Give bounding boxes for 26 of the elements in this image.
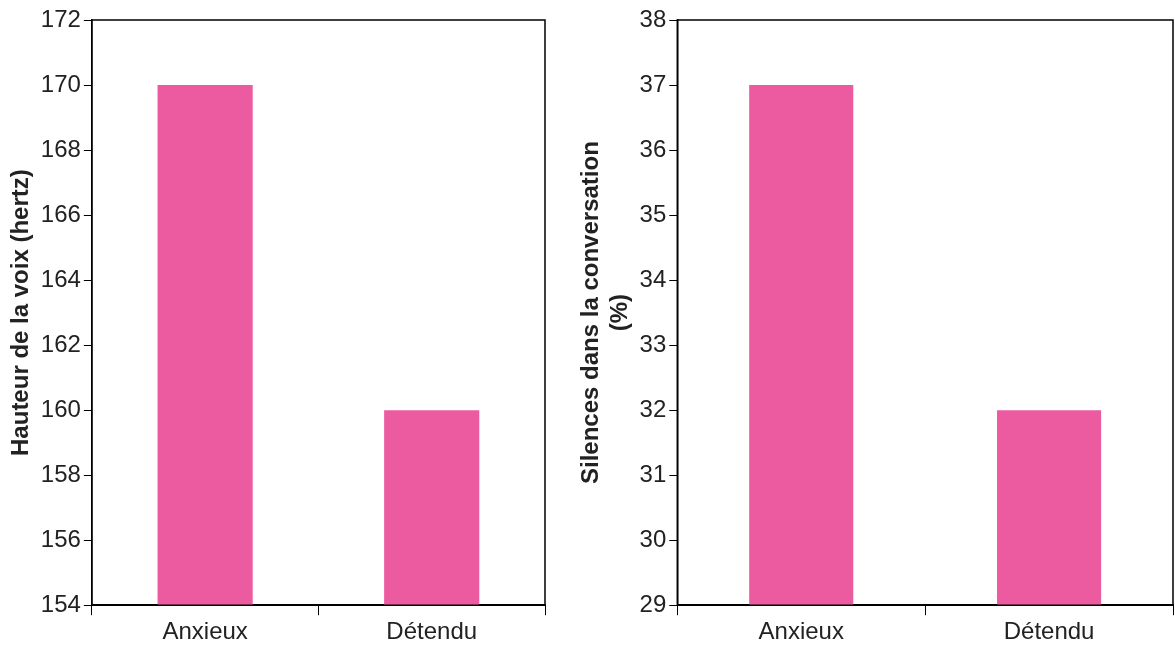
- y-tick-label: 160: [40, 394, 81, 422]
- y-tick-label: 31: [639, 459, 667, 487]
- y-tick-label: 156: [40, 524, 81, 552]
- y-tick-label: 162: [40, 329, 81, 357]
- y-tick-label: 33: [639, 329, 667, 357]
- y-tick-label: 164: [40, 264, 81, 292]
- y-tick-label: 35: [639, 199, 667, 227]
- x-tick-label: Détendu: [1003, 617, 1095, 645]
- y-axis-title: Hauteur de la voix (hertz): [6, 169, 34, 456]
- y-tick-label: 154: [40, 589, 81, 617]
- y-tick-label: 170: [40, 69, 81, 97]
- x-tick-label: Anxieux: [162, 617, 248, 645]
- y-axis-title: Silences dans la conversation (%): [576, 141, 632, 485]
- y-tick-label: 38: [639, 4, 667, 32]
- y-tick-label: 34: [639, 264, 667, 292]
- y-tick-label: 166: [40, 199, 81, 227]
- y-tick-label: 30: [639, 524, 667, 552]
- y-tick-label: 32: [639, 394, 667, 422]
- x-tick-label: Détendu: [386, 617, 478, 645]
- x-tick-label: Anxieux: [758, 617, 844, 645]
- y-tick-label: 36: [639, 134, 667, 162]
- y-tick-label: 37: [639, 69, 667, 97]
- y-tick-label: 29: [639, 589, 667, 617]
- y-tick-label: 168: [40, 134, 81, 162]
- y-tick-label: 158: [40, 459, 81, 487]
- y-tick-label: 172: [40, 4, 81, 32]
